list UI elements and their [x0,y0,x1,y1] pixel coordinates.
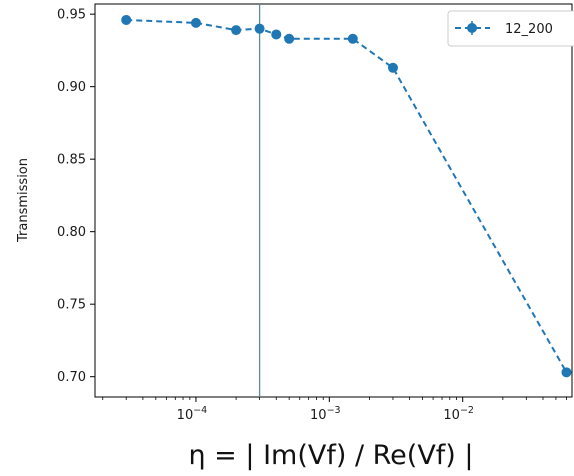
y-tick-label: 0.90 [57,80,86,95]
x-tick-label: 10−3 [310,405,341,423]
x-axis: 10−4 10−3 10−2 [102,397,567,423]
legend-marker-sample [467,23,477,33]
y-tick-label: 0.95 [57,8,86,23]
data-point [190,17,201,28]
series-layer [121,14,572,378]
data-point [561,367,572,378]
data-point [347,33,358,44]
legend: 12_200 [447,10,574,47]
x-tick-label: 10−2 [443,405,474,423]
x-axis-label: η = | Im(Vf) / Re(Vf) | [188,440,473,471]
legend-box [447,10,574,47]
legend-label-12-200: 12_200 [505,22,553,37]
x-tick-label: 10−4 [177,405,208,423]
data-point [231,25,242,36]
data-point [387,62,398,73]
plot-frame [94,3,573,398]
plot-area [94,3,573,398]
y-axis: 0.70 0.75 0.80 0.85 0.90 0.95 [57,8,95,385]
data-point [271,29,282,40]
y-tick-label: 0.80 [57,225,86,240]
y-axis-label: Transmission [16,158,31,243]
data-point [284,33,295,44]
y-tick-label: 0.70 [57,370,86,385]
data-point [121,14,132,25]
y-tick-label: 0.85 [57,153,86,168]
y-tick-label: 0.75 [57,298,86,313]
data-point [254,23,265,34]
series-line [126,18,568,373]
